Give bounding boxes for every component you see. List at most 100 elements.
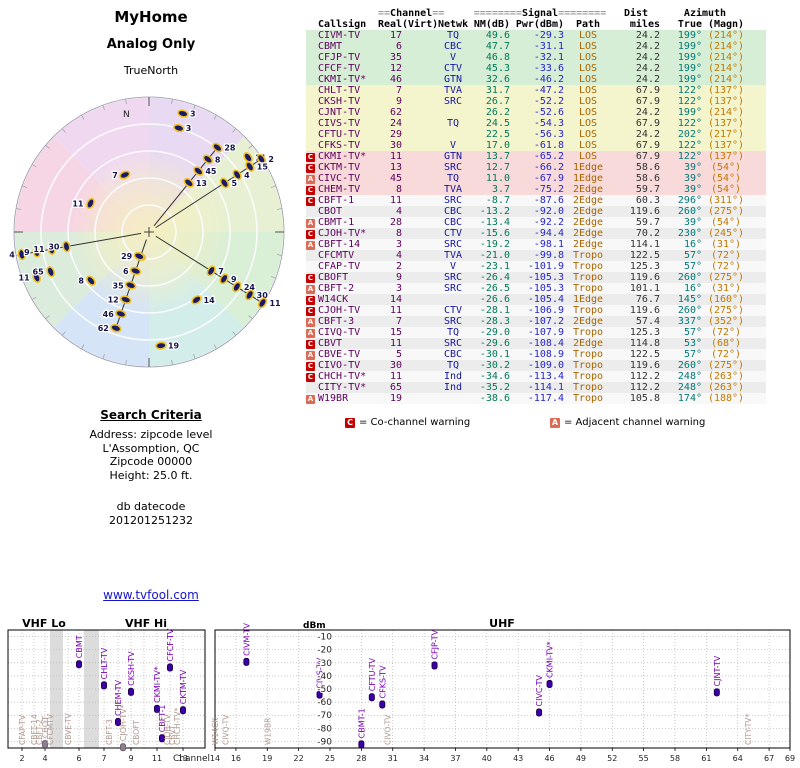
table-row: C CBFT-1 11 SRC -8.7 -87.6 2Edge 60.3 296° (311°) (306, 195, 766, 206)
cell-callsign: W14CK (318, 294, 349, 305)
cell-true: 296° (677, 195, 702, 206)
panel-border (214, 629, 791, 749)
cell-magn: (137°) (707, 151, 745, 162)
cell-magn: (275°) (707, 206, 745, 217)
cell-callsign: CFKS-TV (318, 140, 361, 151)
cell-miles: 70.2 (635, 228, 660, 239)
cell-nm: -35.2 (479, 382, 510, 393)
cell-virt (402, 162, 438, 173)
cell-true: 39° (683, 162, 702, 173)
cell-true: 57° (683, 349, 702, 360)
compass-tick (271, 276, 276, 279)
cell-miles: 67.9 (635, 151, 660, 162)
cell-real: 12 (389, 63, 402, 74)
warning-badge-cell (306, 250, 318, 261)
cell-callsign: CJOH-TV (318, 305, 361, 316)
cell-magn: (72°) (710, 349, 742, 360)
cell-magn: (214°) (707, 52, 745, 63)
table-row: C CHEM-TV 8 TVA 3.7 -75.2 2Edge 59.7 39° (54°) (306, 184, 766, 195)
cell-magn: (214°) (707, 63, 745, 74)
y-tick-label: -80 (317, 724, 332, 734)
cell-true: 199° (677, 107, 702, 118)
cell-nm: 22.5 (485, 129, 510, 140)
cell-true: 39° (683, 184, 702, 195)
cell-miles: 112.2 (629, 371, 660, 382)
adjacent-channel-badge: A (306, 285, 315, 294)
cell-netwk: GTN (443, 151, 463, 162)
cell-miles: 114.8 (629, 338, 660, 349)
cell-magn: (54°) (710, 173, 742, 184)
cell-true: 122° (677, 118, 702, 129)
cell-pwr: -105.3 (527, 272, 564, 283)
warning-badge-cell (306, 74, 318, 85)
station-label-dim: CBFT-14 (30, 714, 39, 745)
station-label-dim: CHCH-TV* (173, 708, 182, 745)
warning-badge-cell: C (306, 272, 318, 283)
station-label: CIVM-TV (242, 623, 251, 656)
cell-netwk: V (449, 140, 457, 151)
station-channel-label: 9 (231, 275, 237, 284)
cell-real: 9 (395, 96, 402, 107)
cell-virt (402, 371, 438, 382)
x-tick-label: 25 (325, 754, 335, 763)
compass-tick (232, 128, 237, 133)
signal-marker (76, 660, 82, 669)
cell-virt (402, 217, 438, 228)
cell-path: Tropo (572, 283, 604, 294)
table-row: CFAP-TV 2 V -23.1 -101.9 Tropo 125.3 57° (72°) (306, 261, 766, 272)
cell-pwr: -117.4 (527, 393, 564, 404)
warning-badge-cell: A (306, 239, 318, 250)
cell-nm: -19.2 (479, 239, 510, 250)
cell-pwr: -31.1 (533, 41, 564, 52)
warning-badge-cell: C (306, 294, 318, 305)
station-label-dim: CFAP-TV (18, 714, 27, 745)
warning-badge-cell: C (306, 184, 318, 195)
compass-tick (22, 276, 27, 279)
cell-virt (402, 173, 438, 184)
table-row: CIVS-TV 24 TQ 24.5 -54.3 LOS 67.9 122° (137°) (306, 118, 766, 129)
cell-path: LOS (578, 30, 598, 41)
cell-real: 17 (389, 30, 402, 41)
band-title: VHF Hi (125, 618, 167, 630)
cell-callsign: CBFT-14 (318, 239, 361, 250)
signal-marker (431, 661, 438, 670)
cell-real: 45 (389, 173, 402, 184)
cell-pwr: -106.9 (527, 305, 564, 316)
cell-magn: (214°) (707, 41, 745, 52)
cell-virt (402, 239, 438, 250)
cell-virt (402, 327, 438, 338)
radar-ring (40, 123, 258, 341)
compass-tick (81, 114, 85, 120)
cell-pwr: -47.2 (533, 85, 564, 96)
cell-pwr: -98.1 (533, 239, 564, 250)
station-label: CIVC-TV (535, 674, 544, 706)
station-label-dim: CBVT (168, 725, 177, 745)
co-channel-badge: C (306, 186, 315, 195)
tvfool-link[interactable]: www.tvfool.com (103, 588, 199, 602)
cell-nm: -26.4 (479, 272, 510, 283)
x-tick-label: 49 (576, 754, 586, 763)
cell-magn: (137°) (707, 140, 745, 151)
co-channel-badge: C (306, 197, 315, 206)
adjacent-channel-badge: A (306, 351, 315, 360)
signal-marker (167, 663, 173, 672)
cell-true: 337° (677, 316, 702, 327)
station-label-dim: CBFT-3 (105, 719, 114, 745)
left-column: MyHome Analog Only TrueNorth N3313458281… (0, 0, 302, 620)
station-marker (245, 161, 255, 172)
cell-miles: 57.4 (635, 316, 660, 327)
cell-nm: -15.6 (479, 228, 510, 239)
cell-pwr: -54.3 (533, 118, 564, 129)
warning-badge-cell: C (306, 338, 318, 349)
table-row: CFJP-TV 35 V 46.8 -32.1 LOS 24.2 199° (214°) (306, 52, 766, 63)
cell-true: 260° (677, 272, 702, 283)
cell-miles: 125.3 (629, 327, 660, 338)
station-label-dim: CFCMTV (46, 713, 55, 745)
cell-pwr: -75.2 (533, 184, 564, 195)
cell-true: 230° (677, 228, 702, 239)
x-tick-label: 52 (607, 754, 617, 763)
x-tick-label: 9 (128, 754, 133, 763)
station-channel-label: 14 (204, 296, 216, 305)
cell-callsign: CBVT (318, 338, 343, 349)
cell-netwk: Ind (443, 371, 463, 382)
